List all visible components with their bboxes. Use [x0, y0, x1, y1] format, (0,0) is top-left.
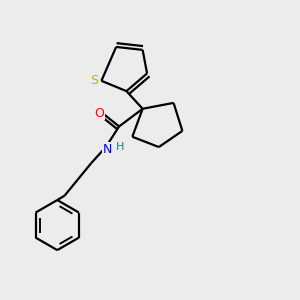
- Text: S: S: [90, 74, 98, 87]
- Text: O: O: [94, 107, 104, 120]
- Text: N: N: [103, 143, 112, 156]
- Text: H: H: [116, 142, 124, 152]
